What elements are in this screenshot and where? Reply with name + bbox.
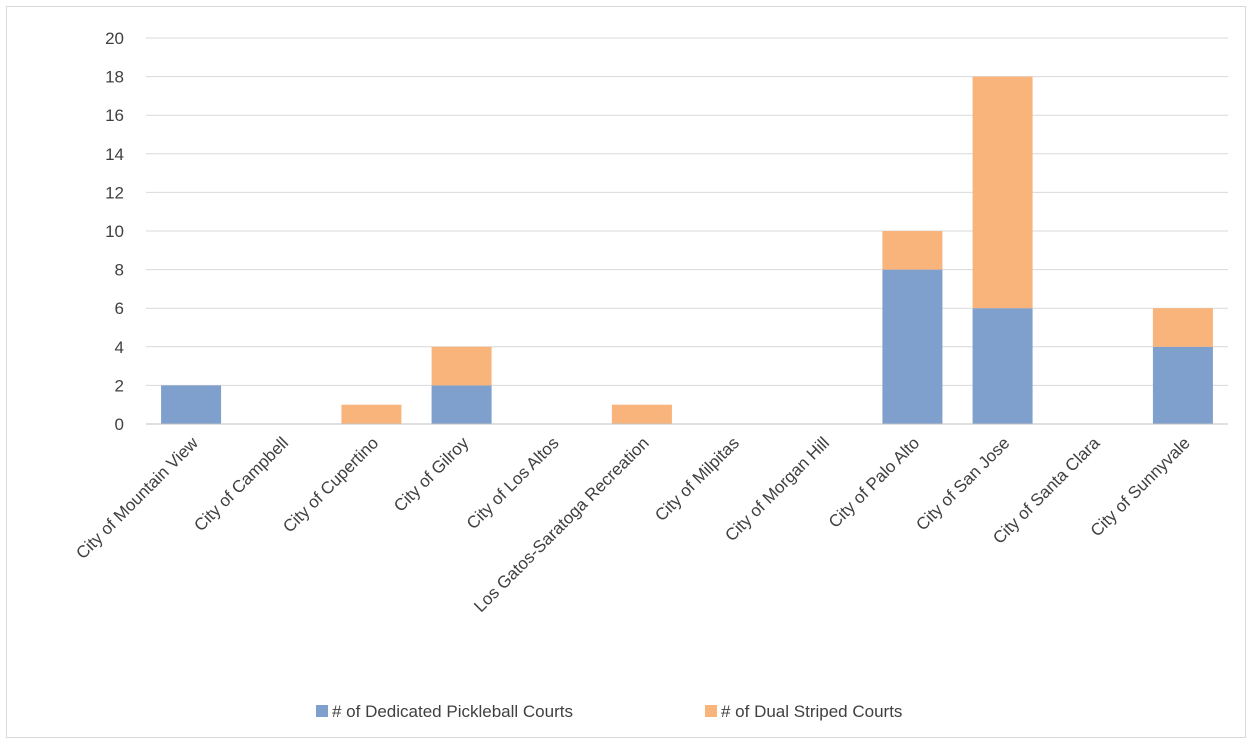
x-tick-label: City of Los Altos	[463, 433, 563, 533]
x-tick-label: Los Gatos-Saratoga Recreation	[470, 433, 652, 615]
y-tick-label: 2	[115, 376, 124, 395]
bar-segment	[431, 346, 492, 386]
bar-segment	[611, 404, 672, 424]
bar-segment	[972, 76, 1033, 309]
y-tick-label: 6	[115, 299, 124, 318]
bar-segment	[341, 404, 402, 424]
x-tick-label: City of Cupertino	[279, 433, 382, 536]
bar-segment	[1152, 346, 1213, 424]
x-tick-label: City of Gilroy	[390, 433, 473, 516]
legend-label: # of Dedicated Pickleball Courts	[332, 702, 573, 721]
x-tick-label: City of Mountain View	[72, 433, 202, 563]
chart-frame	[6, 6, 1246, 738]
y-tick-label: 8	[115, 261, 124, 280]
x-tick-label: City of Palo Alto	[825, 433, 923, 531]
bar-segment	[882, 269, 943, 424]
y-tick-label: 12	[105, 183, 124, 202]
y-tick-label: 20	[105, 29, 124, 48]
bar-segment	[1152, 308, 1213, 347]
legend: # of Dedicated Pickleball Courts # of Dua…	[316, 702, 902, 721]
x-tick-label: City of Sunnyvale	[1087, 433, 1194, 540]
x-tick-label: City of Milpitas	[651, 433, 743, 525]
legend-swatch	[316, 705, 328, 717]
gridlines	[146, 37, 1228, 386]
bar-segment	[882, 231, 943, 270]
y-tick-label: 4	[115, 338, 124, 357]
bar-segment	[972, 308, 1033, 424]
y-tick-label: 10	[105, 222, 124, 241]
y-tick-label: 0	[115, 415, 124, 434]
legend-label: # of Dual Striped Courts	[721, 702, 902, 721]
y-tick-label: 18	[105, 68, 124, 87]
legend-swatch	[705, 705, 717, 717]
bar-segment	[431, 385, 492, 424]
y-tick-label: 14	[105, 145, 124, 164]
x-tick-label: City of San Jose	[912, 433, 1013, 534]
y-axis-tick-labels: 0 2 4 6 8 10 12 14 16 18 20	[105, 29, 124, 434]
bars	[161, 76, 1213, 424]
x-tick-label: City of Campbell	[190, 433, 292, 535]
y-tick-label: 16	[105, 106, 124, 125]
bar-segment	[161, 385, 222, 424]
